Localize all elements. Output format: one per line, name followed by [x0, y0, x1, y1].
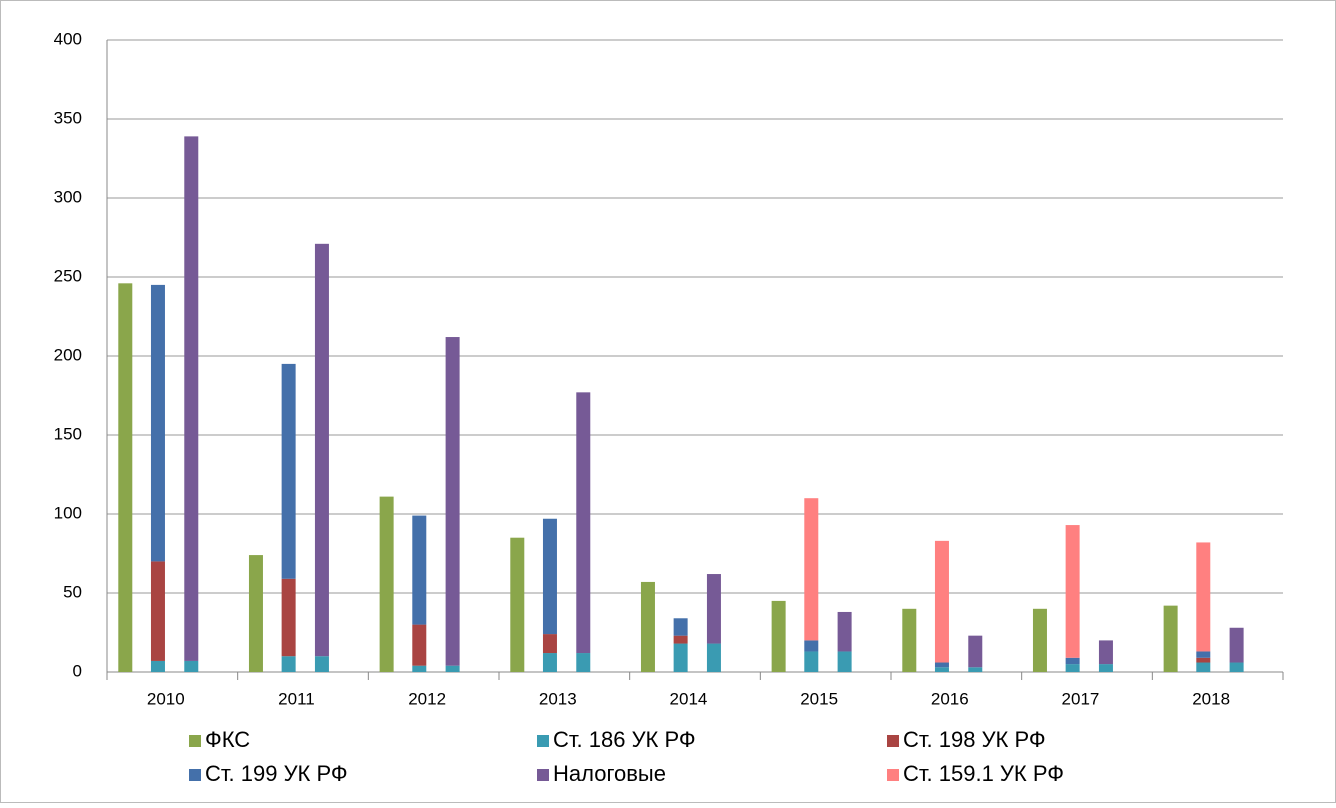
bar-segment: [314, 656, 329, 672]
bar-segment: [1196, 542, 1211, 652]
bar-segment: [1229, 627, 1244, 663]
bar-segment: [576, 653, 591, 672]
legend-label: Налоговые: [553, 761, 666, 786]
bar-segment: [706, 643, 721, 672]
bar-segment: [1032, 608, 1047, 672]
bar-segment: [542, 634, 557, 654]
y-tick-label: 150: [54, 424, 82, 443]
bar-segment: [412, 515, 427, 625]
x-tick-label: 2010: [147, 689, 185, 708]
legend-swatch: [189, 735, 201, 747]
bar-segment: [445, 665, 460, 672]
legend-swatch: [537, 769, 549, 781]
legend-swatch: [887, 769, 899, 781]
bar-segment: [118, 283, 133, 672]
bar-segment: [1163, 605, 1178, 672]
bar-segment: [1196, 651, 1211, 658]
bar-segment: [379, 496, 394, 672]
bar-segment: [902, 608, 917, 672]
bar-segment: [673, 618, 688, 636]
legend-swatch: [189, 769, 201, 781]
legend-label: Ст. 186 УК РФ: [553, 727, 696, 752]
bar-segment: [150, 284, 165, 562]
bar-segment: [412, 624, 427, 666]
x-tick-label: 2016: [931, 689, 969, 708]
legend-swatch: [887, 735, 899, 747]
y-tick-label: 0: [73, 661, 82, 680]
bar-segment: [771, 600, 786, 672]
y-tick-label: 400: [54, 29, 82, 48]
x-tick-label: 2015: [800, 689, 838, 708]
x-tick-label: 2018: [1192, 689, 1230, 708]
legend-label: Ст. 159.1 УК РФ: [903, 761, 1064, 786]
legend-label: Ст. 199 УК РФ: [205, 761, 348, 786]
bar-segment: [640, 581, 655, 672]
bar-segment: [968, 667, 983, 672]
bar-segment: [576, 392, 591, 654]
bar-segment: [445, 337, 460, 666]
bar-segment: [314, 243, 329, 657]
bar-segment: [934, 667, 949, 672]
bar-segment: [1229, 662, 1244, 672]
legend-label: Ст. 198 УК РФ: [903, 727, 1046, 752]
bar-segment: [804, 498, 819, 641]
x-tick-label: 2011: [278, 689, 315, 708]
bar-segment: [804, 640, 819, 652]
bar-segment: [281, 363, 296, 579]
bar-segment: [184, 660, 199, 672]
bar-segment: [1196, 662, 1211, 672]
y-tick-label: 100: [54, 503, 82, 522]
bar-segment: [1196, 657, 1211, 663]
bar-segment: [804, 651, 819, 672]
bar-segment: [706, 574, 721, 644]
bar-segment: [281, 656, 296, 672]
x-tick-label: 2014: [670, 689, 708, 708]
y-tick-label: 350: [54, 108, 82, 127]
legend-swatch: [537, 735, 549, 747]
x-tick-label: 2017: [1062, 689, 1100, 708]
bar-segment: [673, 643, 688, 672]
x-tick-label: 2012: [408, 689, 446, 708]
bar-segment: [1098, 664, 1113, 672]
y-tick-label: 300: [54, 187, 82, 206]
bar-segment: [934, 662, 949, 668]
bar-segment: [1065, 525, 1080, 658]
bar-segment: [184, 136, 199, 661]
bar-segment: [673, 635, 688, 644]
y-tick-label: 50: [63, 582, 82, 601]
bar-segment: [837, 611, 852, 652]
bar-segment: [1065, 657, 1080, 665]
bar-segment: [1065, 664, 1080, 672]
bar-segment: [412, 665, 427, 672]
bar-segment: [934, 540, 949, 663]
y-tick-label: 200: [54, 345, 82, 364]
y-tick-label: 250: [54, 266, 82, 285]
bar-segment: [542, 518, 557, 635]
x-tick-label: 2013: [539, 689, 577, 708]
bar-segment: [1098, 640, 1113, 665]
bar-segment: [542, 653, 557, 672]
bar-segment: [281, 578, 296, 657]
bar-segment: [510, 537, 525, 672]
bar-segment: [150, 660, 165, 672]
bar-segment: [968, 635, 983, 668]
bar-segment: [150, 561, 165, 661]
legend-label: ФКС: [205, 727, 250, 752]
bar-segment: [837, 651, 852, 672]
bar-segment: [248, 555, 263, 672]
